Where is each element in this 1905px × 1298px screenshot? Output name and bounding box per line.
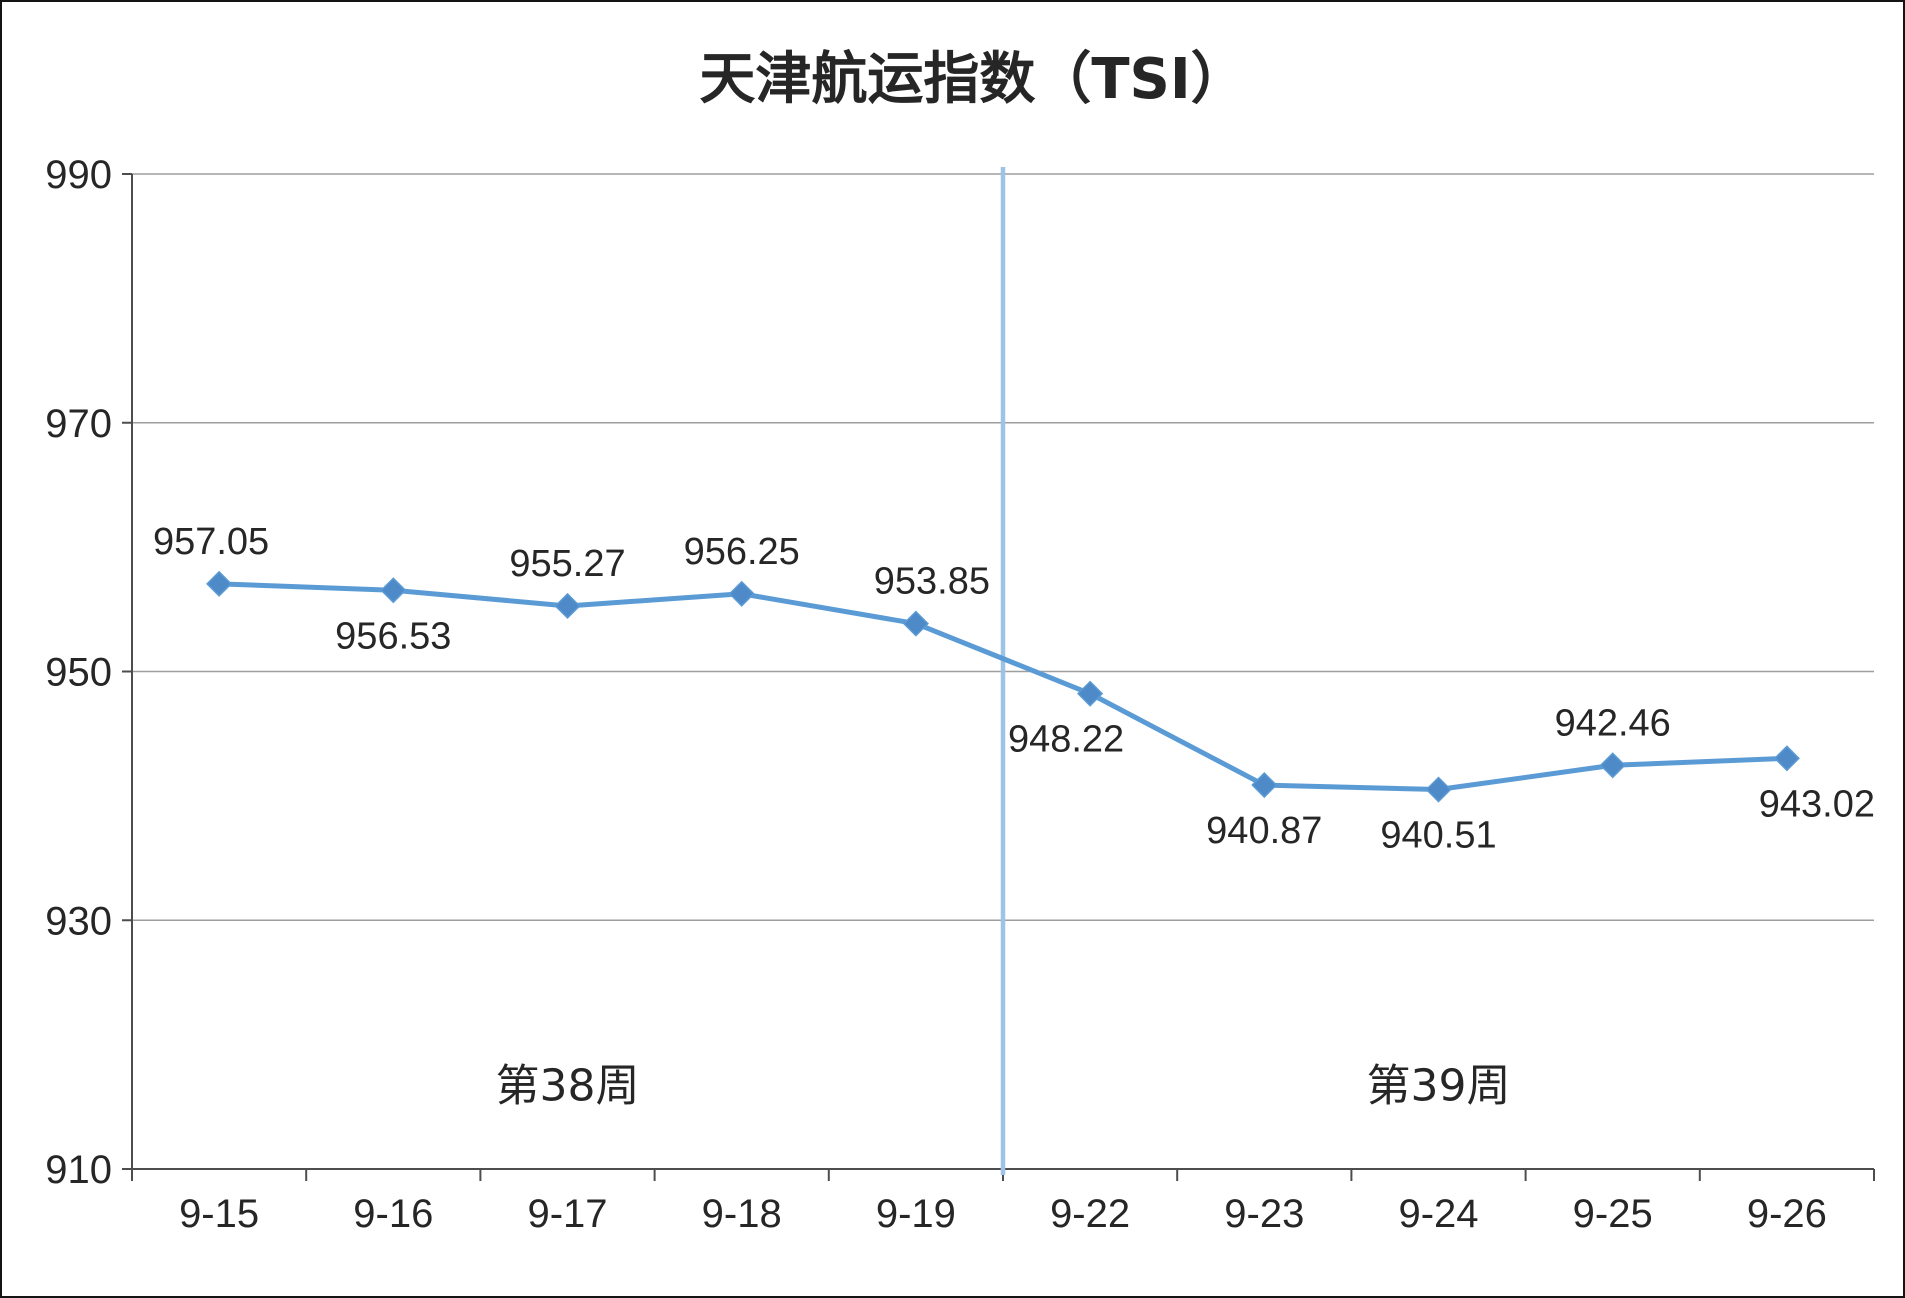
y-tick-label: 910 [45, 1148, 112, 1192]
data-point-label: 956.53 [335, 615, 451, 657]
x-tick-label: 9-15 [179, 1192, 259, 1236]
y-tick-label: 930 [45, 899, 112, 943]
data-point-label: 957.05 [153, 521, 269, 563]
data-point-marker [1425, 776, 1452, 803]
data-point-label: 955.27 [509, 543, 625, 585]
data-point-label: 948.22 [1008, 719, 1124, 761]
data-point-marker [206, 570, 233, 597]
x-tick-label: 9-23 [1224, 1192, 1304, 1236]
x-tick-label: 9-26 [1747, 1192, 1827, 1236]
data-point-label: 943.02 [1759, 783, 1875, 825]
data-point-marker [902, 610, 929, 637]
data-point-label: 942.46 [1555, 702, 1671, 744]
y-tick-label: 990 [45, 153, 112, 197]
data-point-label: 953.85 [874, 561, 990, 603]
y-tick-label: 950 [45, 651, 112, 695]
data-point-label: 940.87 [1206, 810, 1322, 852]
x-tick-label: 9-22 [1050, 1192, 1130, 1236]
data-point-marker [1251, 771, 1278, 799]
y-tick-label: 970 [45, 402, 112, 446]
data-point-marker [1773, 745, 1800, 772]
x-tick-label: 9-19 [876, 1192, 956, 1236]
chart-title: 天津航运指数（TSI） [699, 47, 1246, 112]
x-tick-label: 9-18 [702, 1192, 782, 1236]
series-line [216, 581, 1790, 793]
data-point-label: 940.51 [1380, 815, 1496, 857]
data-point-marker [728, 580, 755, 607]
x-tick-label: 9-16 [353, 1192, 433, 1236]
data-point-marker [1599, 752, 1626, 779]
data-point-marker [380, 577, 407, 604]
x-tick-label: 9-24 [1398, 1192, 1478, 1236]
data-point-label: 956.25 [684, 531, 800, 573]
data-point-marker [1077, 680, 1104, 707]
data-point-marker [554, 592, 581, 620]
week-annotation: 第38周 [496, 1061, 640, 1112]
week-annotation: 第39周 [1367, 1061, 1511, 1112]
x-tick-label: 9-25 [1573, 1192, 1653, 1236]
x-tick-label: 9-17 [527, 1192, 607, 1236]
